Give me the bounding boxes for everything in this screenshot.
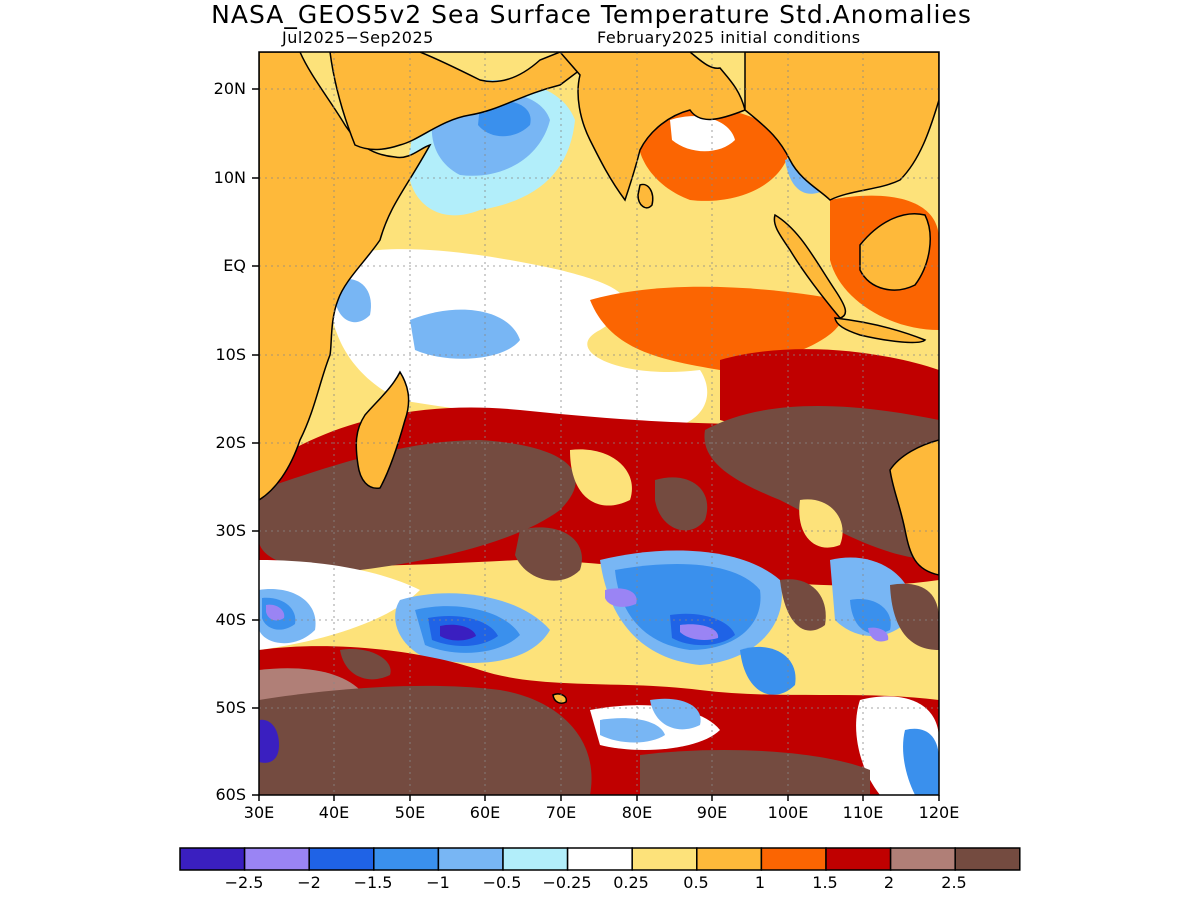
anomaly-region	[410, 309, 520, 359]
anomaly-region	[259, 685, 592, 795]
anomaly-region	[590, 286, 844, 370]
anomaly-region	[680, 624, 719, 640]
lon-label: 120E	[918, 803, 960, 822]
map-plot-area	[259, 52, 939, 795]
anomaly-region	[670, 116, 735, 152]
anomaly-region	[868, 627, 889, 642]
colorbar-label: 1	[754, 873, 766, 892]
colorbar-swatch	[179, 847, 246, 871]
land-australia	[889, 439, 939, 576]
colorbar-swatch	[308, 847, 375, 871]
lat-label: 10S	[215, 345, 246, 364]
colorbar-swatch	[566, 847, 633, 871]
lon-label: 70E	[545, 803, 577, 822]
lat-label: 20N	[213, 79, 246, 98]
anomaly-region	[740, 646, 796, 695]
map-frame	[258, 51, 940, 796]
lat-label: 20S	[215, 433, 246, 452]
anomaly-region	[515, 527, 582, 581]
anomaly-region	[600, 718, 665, 743]
colorbar-label: 2.5	[941, 873, 967, 892]
lon-label: 40E	[318, 803, 350, 822]
lon-label: 30E	[243, 803, 275, 822]
initial-conditions: February2025 initial conditions	[597, 28, 861, 47]
anomaly-region	[340, 649, 391, 680]
colorbar-label: −0.5	[482, 873, 522, 892]
colorbar-label: −0.25	[542, 873, 592, 892]
lat-label: 40S	[215, 610, 246, 629]
lat-label: 30S	[215, 521, 246, 540]
colorbar-label: −1.5	[353, 873, 393, 892]
colorbar-swatch	[696, 847, 763, 871]
axis-ticks	[252, 88, 940, 801]
lat-label: 10N	[213, 168, 246, 187]
anomaly-region	[640, 750, 870, 795]
colorbar-swatch	[825, 847, 892, 871]
colorbar-swatch	[243, 847, 310, 871]
colorbar-label: 1.5	[812, 873, 838, 892]
anomaly-region	[830, 557, 915, 637]
anomaly-region	[799, 499, 843, 548]
colorbar	[179, 847, 1021, 871]
colorbar-swatch	[889, 847, 956, 871]
colorbar-label: 2	[883, 873, 895, 892]
land-borneo	[859, 213, 931, 291]
colorbar-swatch	[502, 847, 569, 871]
colorbar-label: −1	[426, 873, 450, 892]
lat-label: 60S	[215, 785, 246, 804]
colorbar-swatch	[373, 847, 440, 871]
colorbar-swatch	[631, 847, 698, 871]
land-madagascar	[355, 370, 410, 489]
lon-label: 50E	[394, 803, 426, 822]
colorbar-label: 0.25	[613, 873, 649, 892]
lon-label: 110E	[842, 803, 884, 822]
land-arabia	[329, 52, 582, 151]
anomaly-region	[440, 624, 476, 641]
colorbar-label: 0.5	[683, 873, 709, 892]
colorbar-swatch	[437, 847, 504, 871]
anomaly-region	[335, 279, 371, 323]
lon-label: 60E	[469, 803, 501, 822]
anomaly-region	[259, 440, 576, 571]
lon-label: 100E	[767, 803, 809, 822]
anomaly-region	[890, 583, 939, 650]
anomaly-region	[903, 728, 939, 795]
colorbar-swatch	[760, 847, 827, 871]
lat-label: EQ	[223, 256, 246, 275]
anomaly-region	[266, 604, 285, 621]
anomaly-region	[605, 588, 637, 607]
map-title: NASA_GEOS5v2 Sea Surface Temperature Std…	[211, 0, 972, 29]
colorbar-label: −2	[297, 873, 321, 892]
land-java	[834, 317, 927, 344]
anomaly-region	[850, 599, 891, 634]
anomaly-region	[259, 719, 279, 763]
forecast-period: Jul2025−Sep2025	[282, 28, 434, 47]
anomaly-region	[570, 449, 632, 506]
anomaly-region	[650, 698, 701, 730]
lat-label: 50S	[215, 698, 246, 717]
lon-label: 90E	[696, 803, 728, 822]
anomaly-region	[704, 406, 939, 560]
anomaly-region	[780, 579, 826, 631]
lon-label: 80E	[621, 803, 653, 822]
colorbar-swatch	[954, 847, 1021, 871]
land-sri-lanka	[637, 183, 654, 209]
land-kerguelen	[552, 693, 568, 704]
anomaly-region	[655, 477, 708, 531]
colorbar-label: −2.5	[224, 873, 264, 892]
